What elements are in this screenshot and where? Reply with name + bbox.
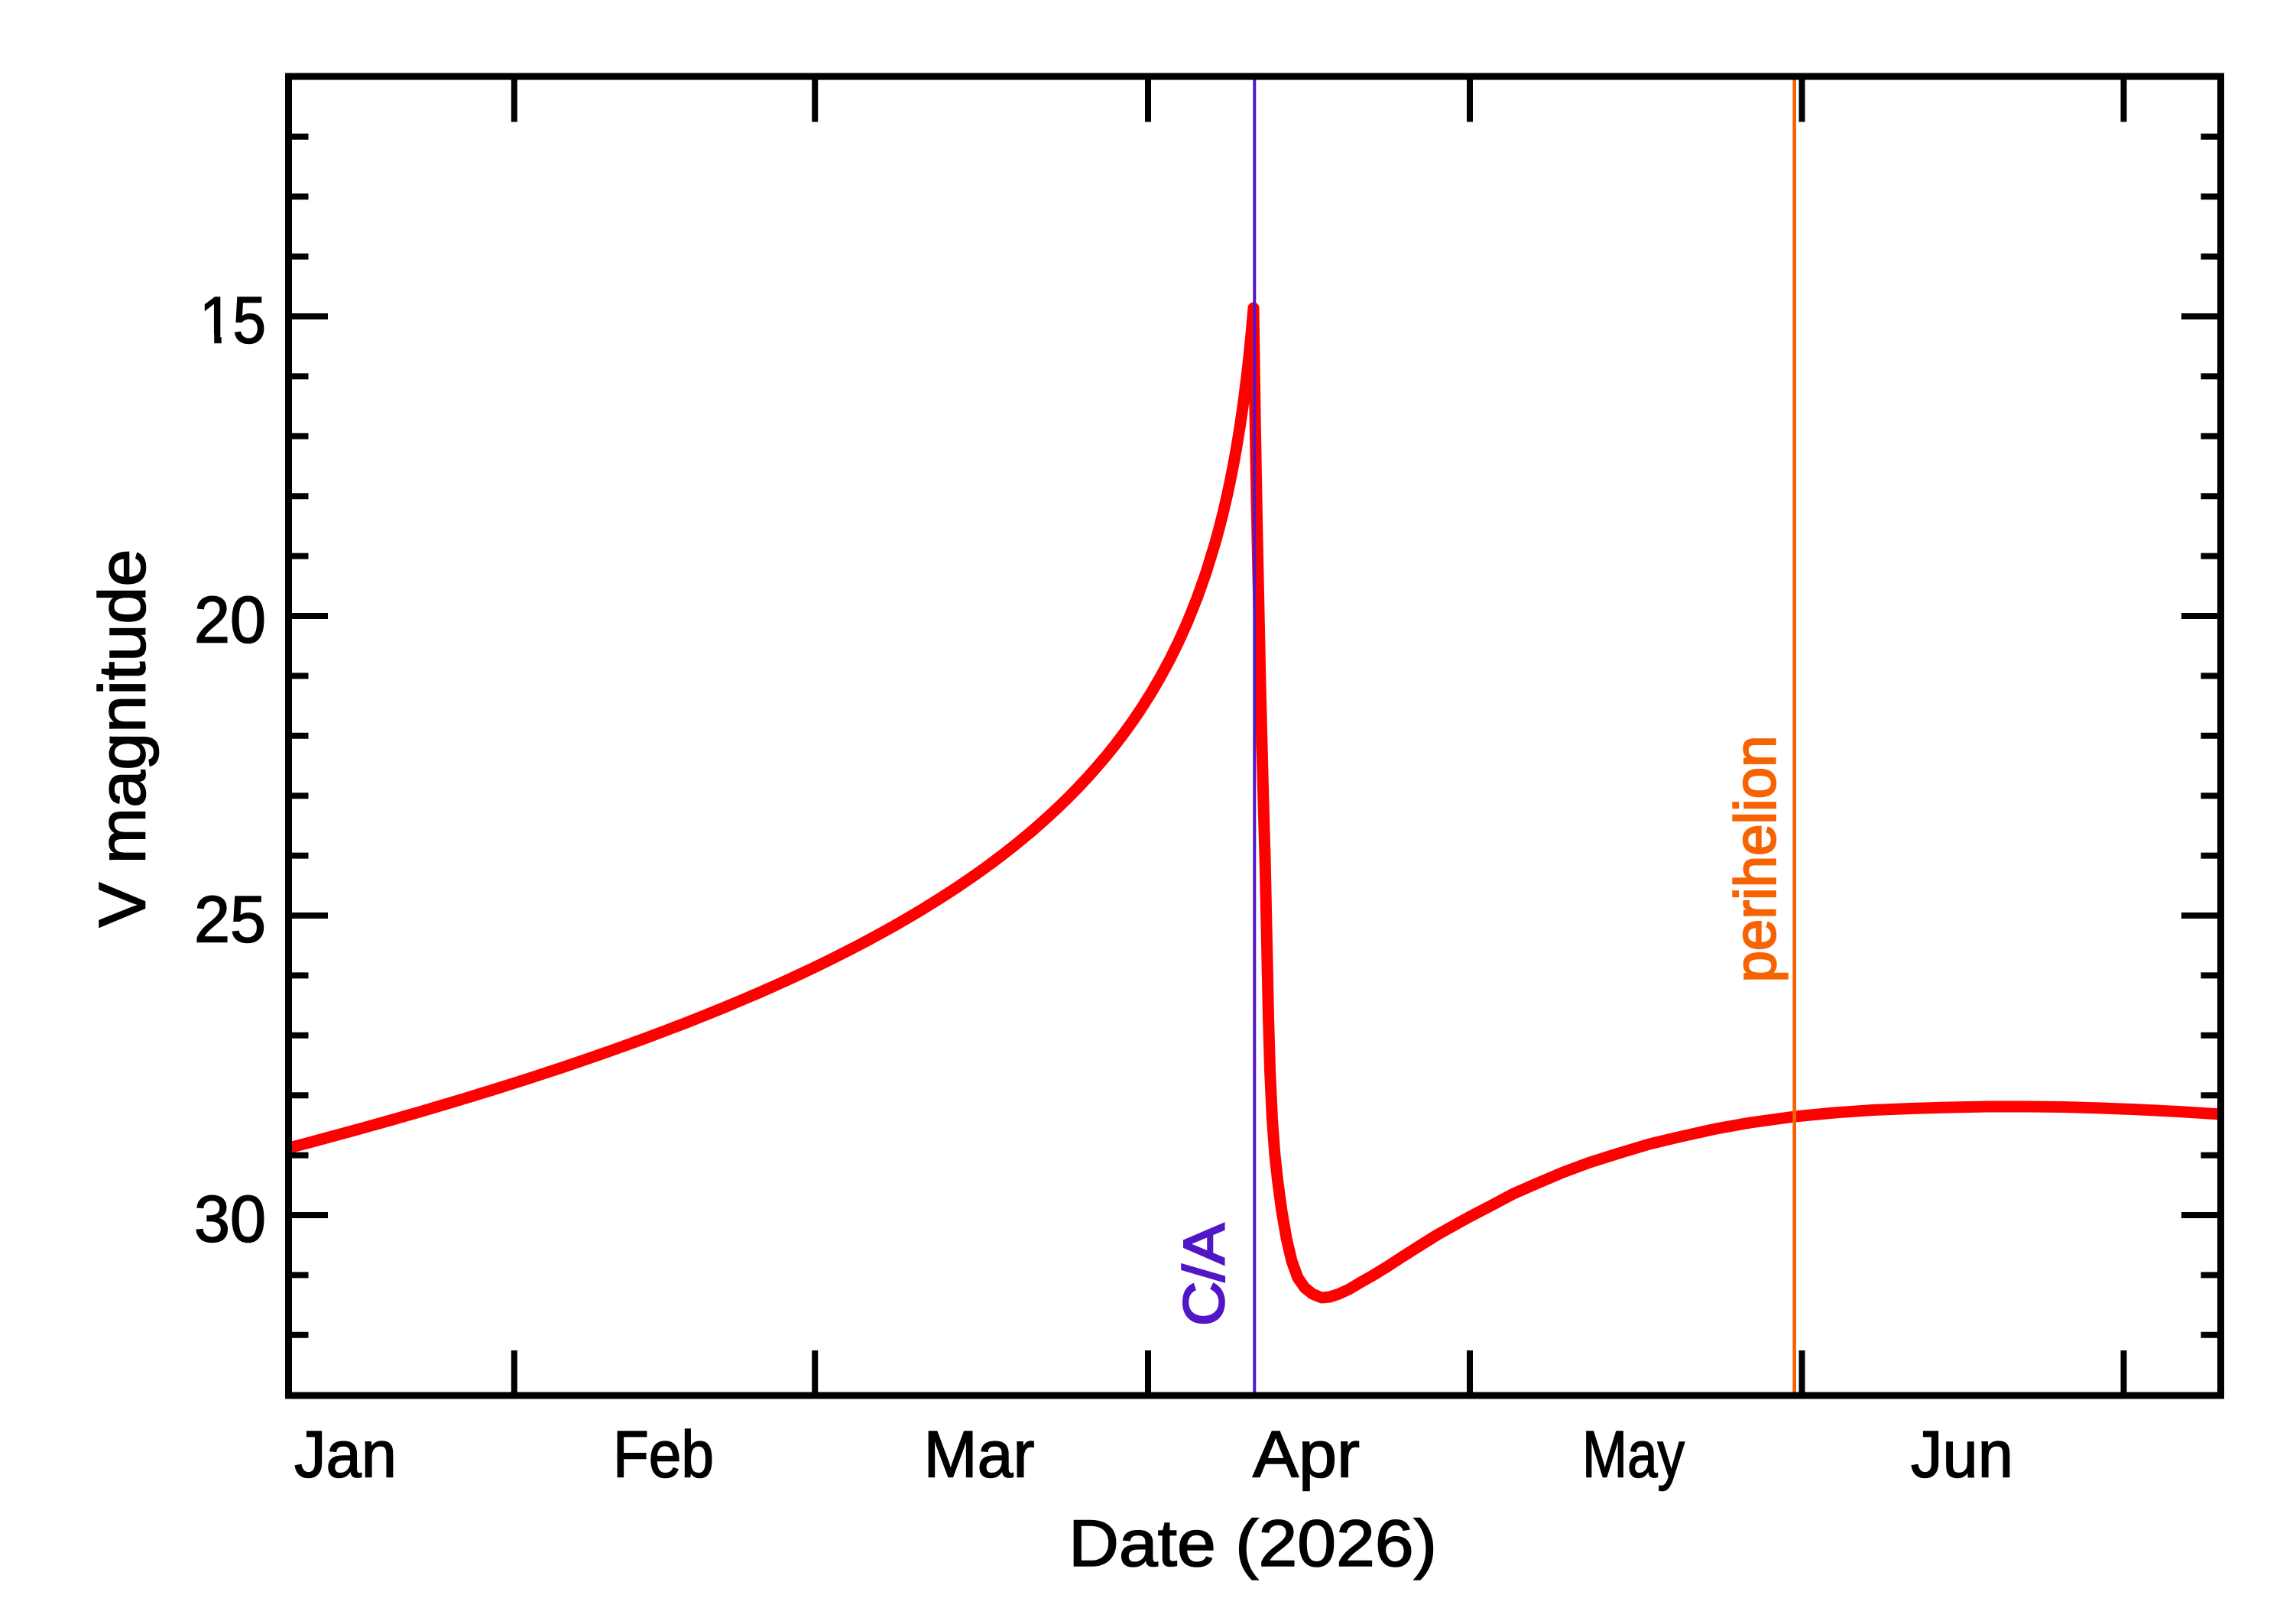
- svg-text:Feb: Feb: [613, 1418, 714, 1492]
- svg-text:Date (2026): Date (2026): [1069, 1507, 1437, 1580]
- svg-text:20: 20: [194, 584, 266, 657]
- svg-text:Jan: Jan: [294, 1418, 397, 1492]
- svg-text:perihelion: perihelion: [1724, 736, 1789, 983]
- svg-text:Mar: Mar: [924, 1418, 1035, 1492]
- svg-text:30: 30: [194, 1183, 266, 1256]
- svg-text:15: 15: [199, 284, 266, 358]
- svg-text:V magnitude: V magnitude: [86, 549, 160, 928]
- svg-text:25: 25: [194, 883, 266, 957]
- svg-text:Jun: Jun: [1911, 1418, 2013, 1492]
- svg-text:May: May: [1582, 1418, 1685, 1492]
- svg-text:C/A: C/A: [1172, 1224, 1236, 1326]
- svg-text:Apr: Apr: [1253, 1418, 1360, 1492]
